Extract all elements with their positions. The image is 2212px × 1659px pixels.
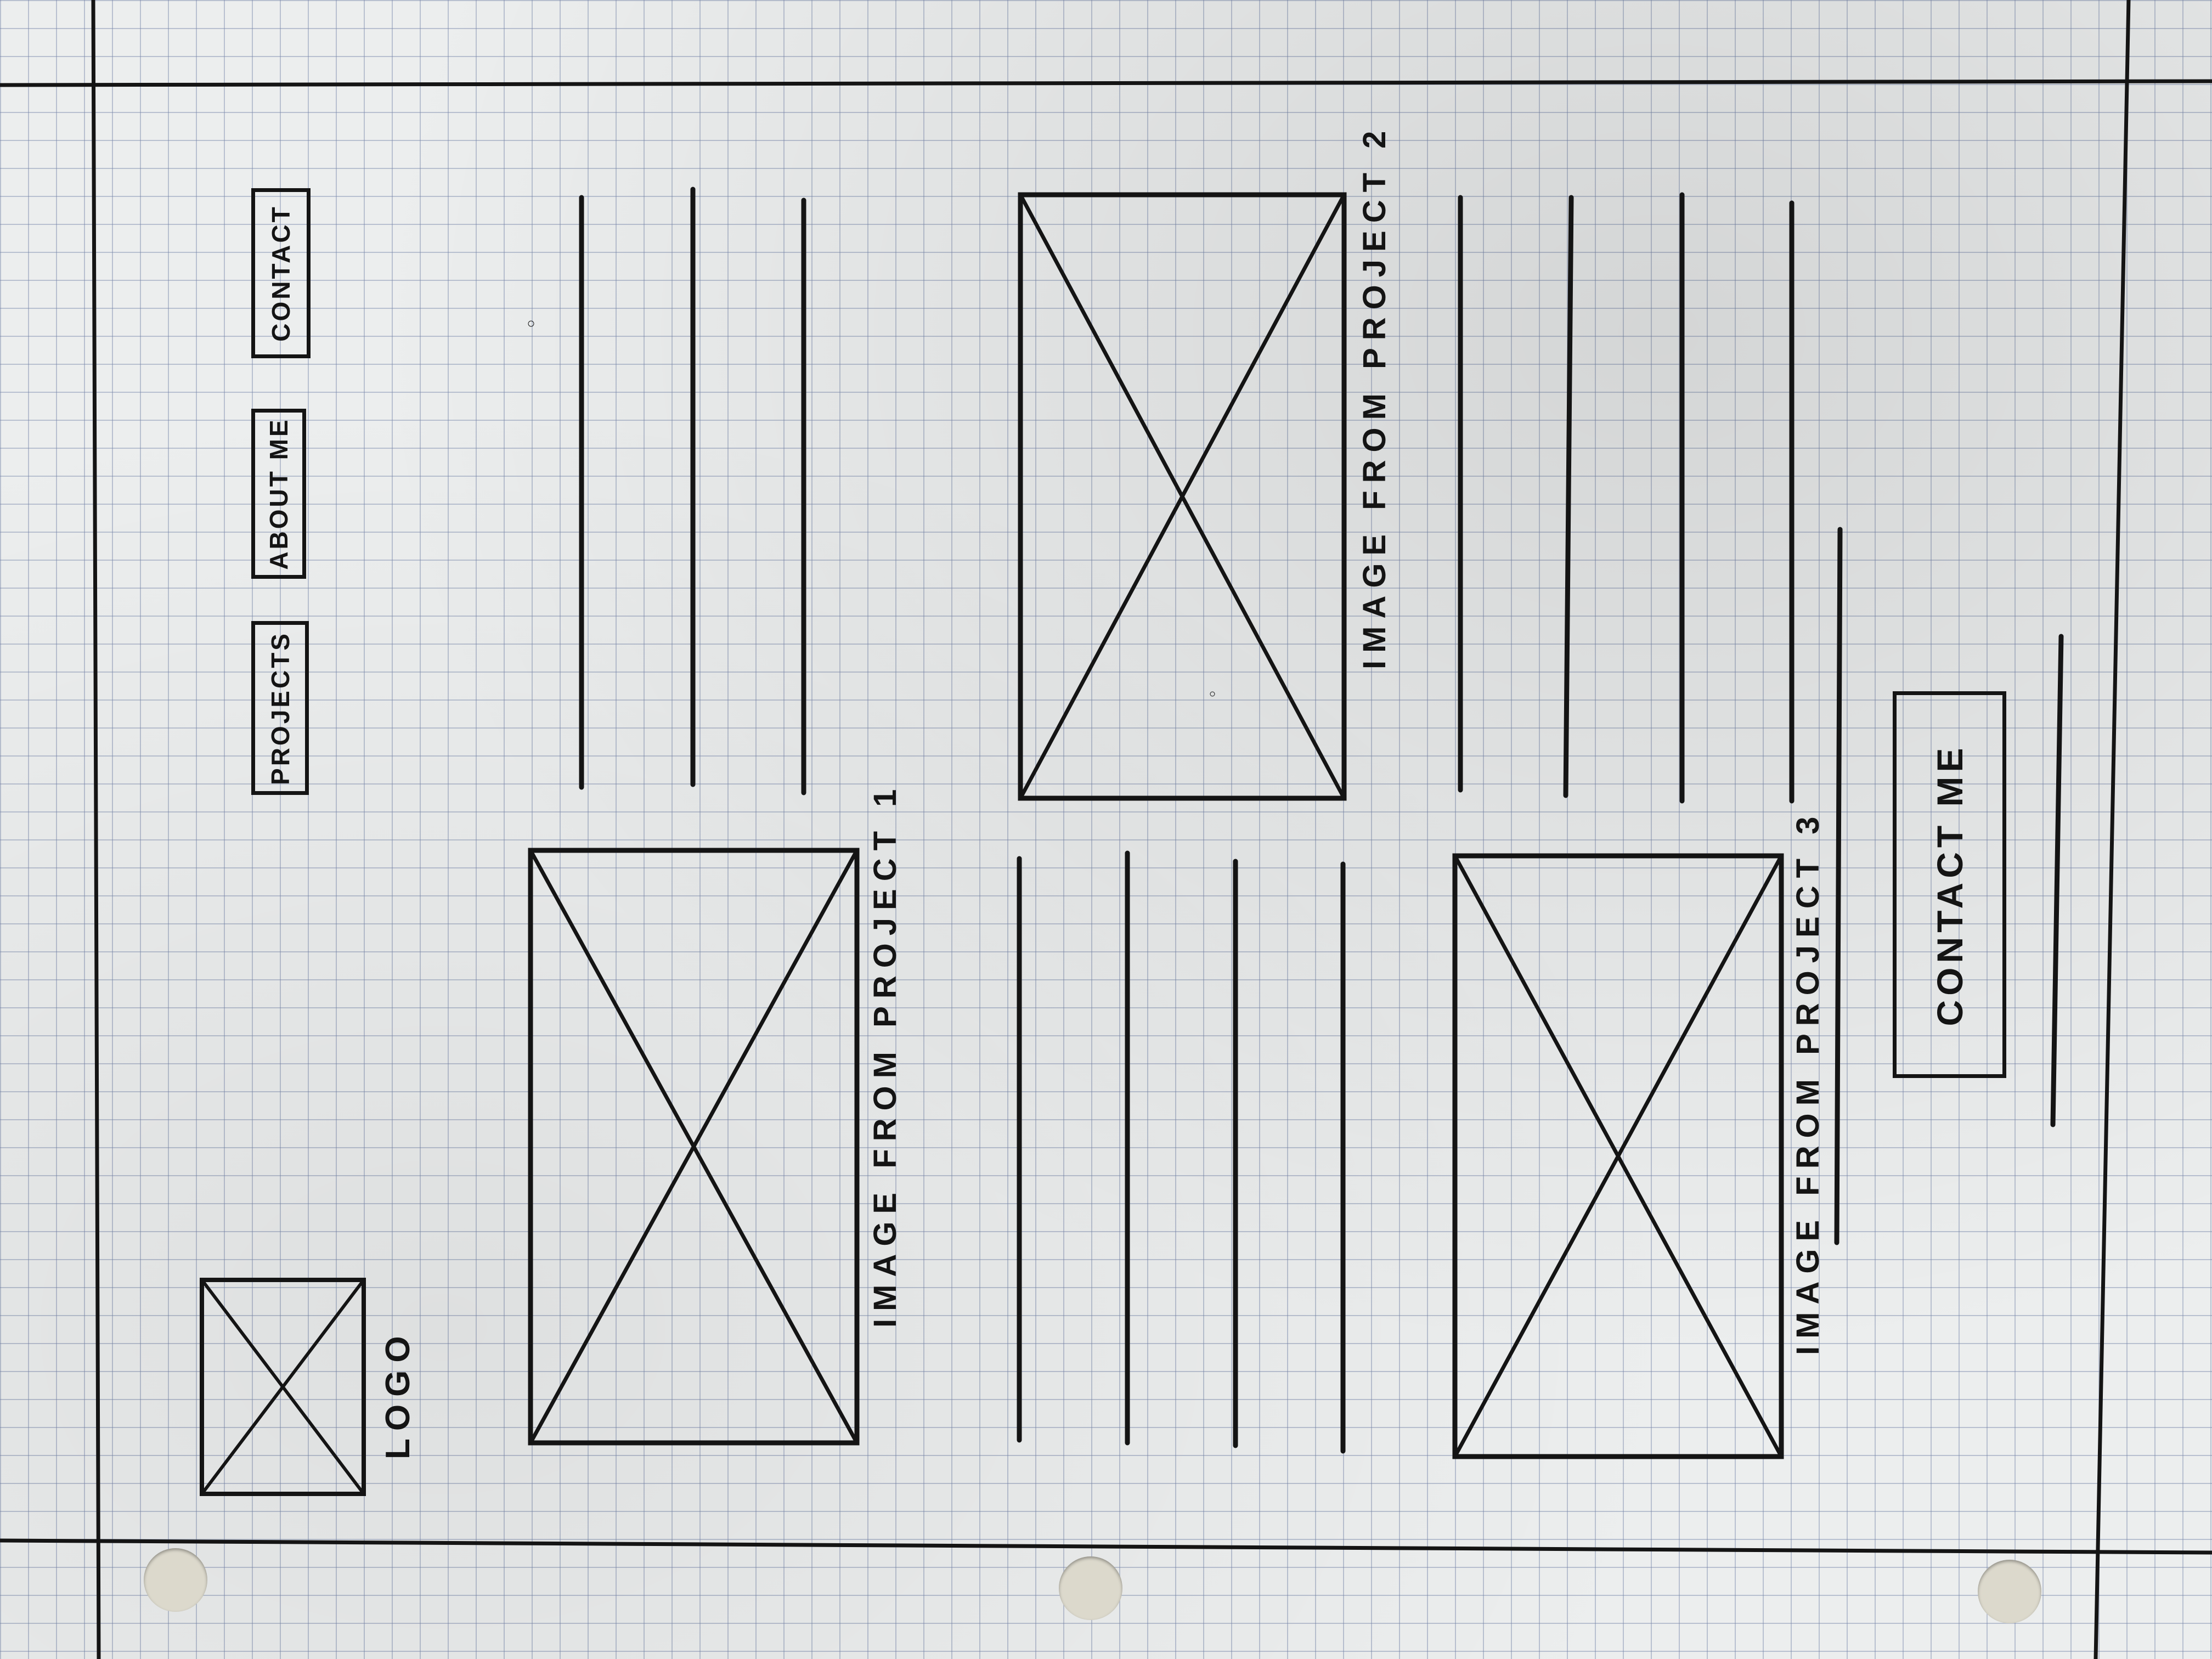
margin-line-left — [91, 0, 101, 1659]
logo-placeholder-image — [200, 1278, 366, 1496]
contact-me-button[interactable]: CONTACT ME — [1893, 691, 2006, 1078]
project-3-caption: IMAGE FROM PROJECT 3 — [1790, 809, 1826, 1355]
margin-line-bottom — [0, 1538, 2212, 1555]
contact-me-button-label: CONTACT ME — [1929, 743, 1970, 1026]
project-2-caption: IMAGE FROM PROJECT 2 — [1357, 123, 1392, 669]
project-2-image-placeholder — [1018, 192, 1347, 801]
ink-dot — [528, 320, 534, 327]
logo-label: LOGO — [379, 1328, 417, 1459]
binder-hole — [1978, 1560, 2041, 1623]
nav-item-projects-label: PROJECTS — [266, 631, 295, 785]
nav-item-about-me-label: ABOUT ME — [264, 417, 293, 570]
nav-item-contact-label: CONTACT — [267, 205, 295, 342]
ink-dot — [1210, 691, 1215, 697]
text-line — [1563, 195, 1574, 798]
footer-line — [2050, 634, 2064, 1127]
project-3-image-placeholder — [1452, 853, 1784, 1459]
nav-item-projects[interactable]: PROJECTS — [251, 621, 309, 795]
margin-line-top — [0, 79, 2212, 87]
binder-hole — [144, 1548, 207, 1612]
binder-hole — [1059, 1556, 1122, 1620]
text-line — [1834, 527, 1843, 1245]
margin-line-right — [2094, 0, 2131, 1659]
project-1-caption: IMAGE FROM PROJECT 1 — [867, 781, 903, 1328]
project-1-image-placeholder — [528, 848, 860, 1446]
nav-item-contact[interactable]: CONTACT — [251, 188, 311, 358]
nav-item-about-me[interactable]: ABOUT ME — [251, 409, 306, 579]
